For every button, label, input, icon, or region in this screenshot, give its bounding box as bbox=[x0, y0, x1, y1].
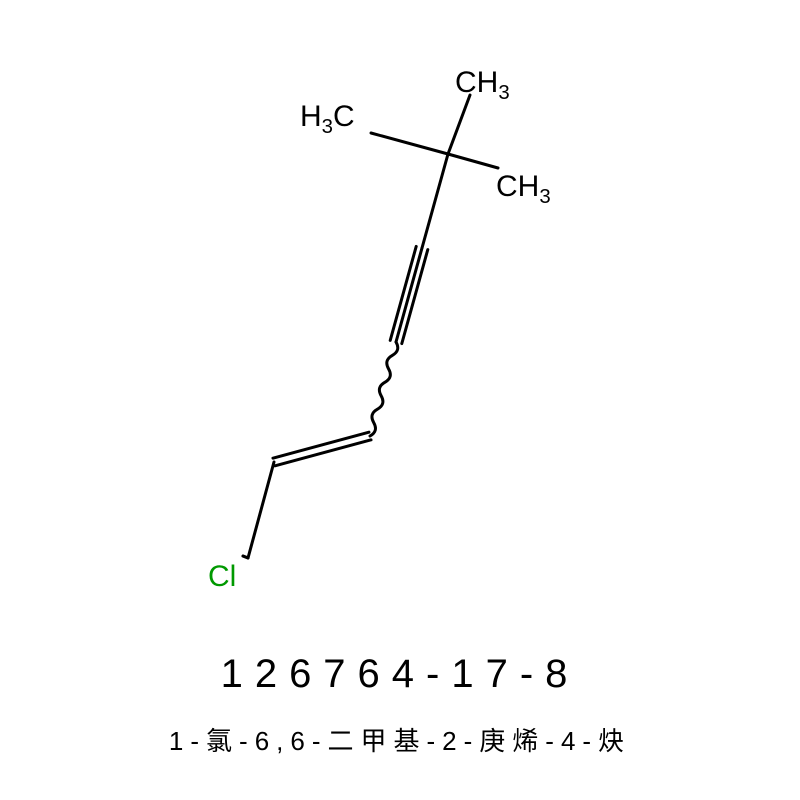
atom-label-ch3-top: CH3 bbox=[455, 66, 510, 100]
cas-number: 126764-17-8 bbox=[221, 652, 580, 697]
atom-label-cl: Cl bbox=[208, 560, 236, 594]
atom-label-ch3-left: H3C bbox=[300, 100, 355, 134]
atom-text: Cl bbox=[208, 560, 236, 593]
compound-name: 1-氯-6,6-二甲基-2-庚烯-4-炔 bbox=[169, 721, 631, 758]
atom-label-ch3-right: CH3 bbox=[496, 170, 551, 204]
